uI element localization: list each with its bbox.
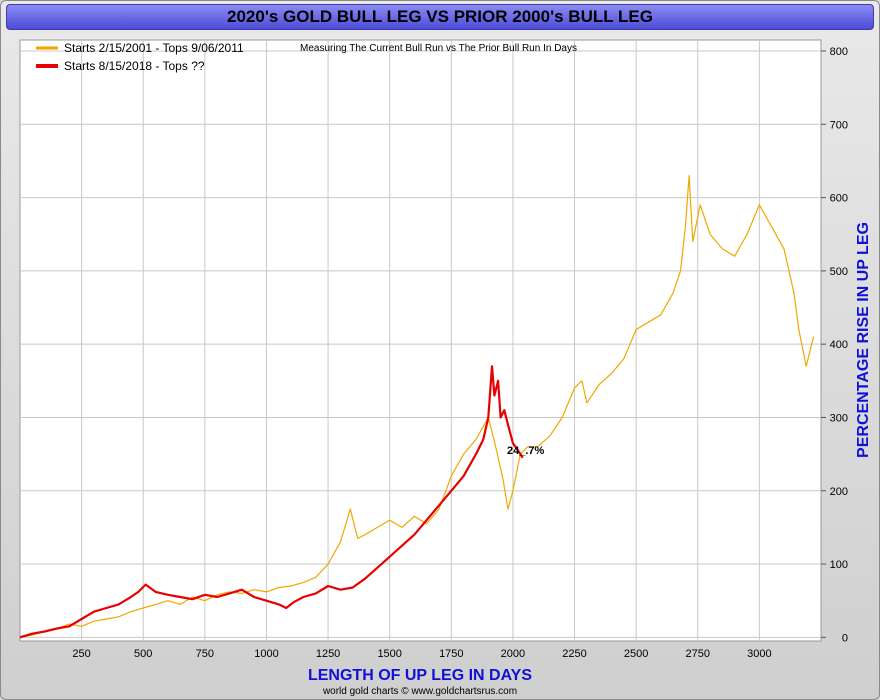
chart-title: 2020's GOLD BULL LEG VS PRIOR 2000's BUL…	[6, 4, 874, 30]
x-tick-label: 1000	[254, 648, 278, 660]
plot-area	[19, 39, 822, 642]
y-tick-label: 0	[842, 632, 848, 644]
y-tick-label: 600	[830, 193, 848, 205]
x-tick-label: 500	[134, 648, 152, 660]
y-tick-label: 500	[830, 266, 848, 278]
x-tick-label: 1750	[439, 648, 463, 660]
grid-lines	[20, 40, 821, 641]
series-line-1	[19, 175, 815, 638]
y-tick-label: 800	[830, 46, 848, 58]
series-lines	[19, 175, 815, 639]
x-tick-label: 2000	[501, 648, 525, 660]
y-axis-title: PERCENTAGE RISE IN UP LEG	[855, 222, 872, 458]
x-axis-title: LENGTH OF UP LEG IN DAYS	[308, 667, 532, 684]
y-tick-label: 300	[830, 412, 848, 424]
footer-credit: world gold charts © www.goldchartsrus.co…	[322, 686, 517, 697]
y-tick-label: 200	[830, 486, 848, 498]
y-tick-label: 100	[830, 559, 848, 571]
x-tick-label: 2750	[686, 648, 710, 660]
x-tick-label: 1250	[316, 648, 340, 660]
x-tick-label: 250	[72, 648, 90, 660]
x-tick-label: 1500	[377, 648, 401, 660]
axis-ticks: 250 500 750 1000 1250 1500 1750 2000 2250 2500 275…	[72, 46, 848, 660]
x-tick-label: 3000	[747, 648, 771, 660]
series-line-2	[19, 365, 524, 639]
annotation-label: 24_.7%	[507, 445, 545, 457]
legend-label-series2: Starts 8/15/2018 - Tops ??	[64, 59, 205, 73]
y-tick-label: 400	[830, 339, 848, 351]
legend-label-series1: Starts 2/15/2001 - Tops 9/06/2011	[64, 41, 244, 55]
chart-subtitle: Measuring The Current Bull Run vs The Pr…	[300, 43, 577, 54]
x-tick-label: 2250	[562, 648, 586, 660]
x-tick-label: 750	[196, 648, 214, 660]
y-tick-label: 700	[830, 119, 848, 131]
x-tick-label: 2500	[624, 648, 648, 660]
